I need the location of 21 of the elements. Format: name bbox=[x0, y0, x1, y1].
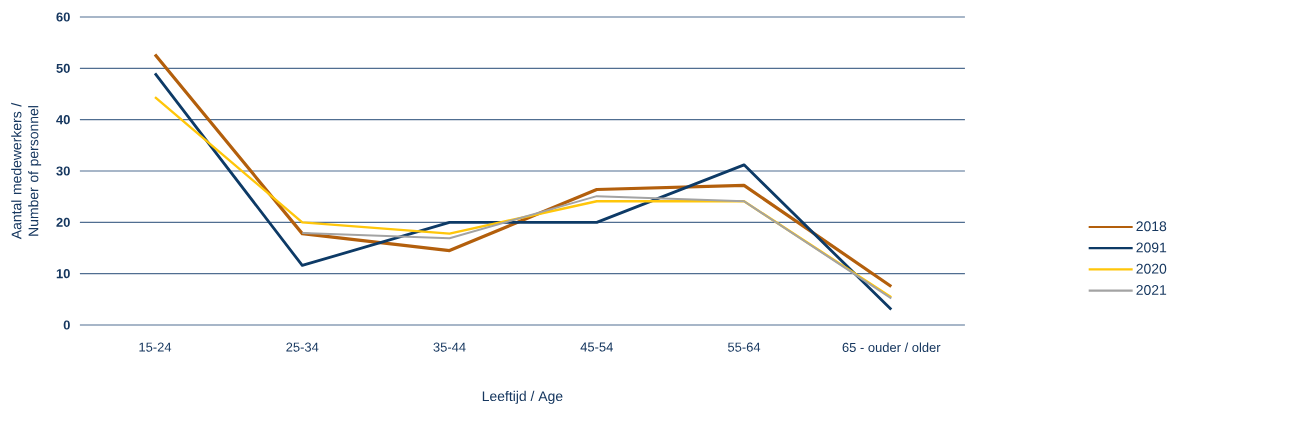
y-tick-label: 0 bbox=[63, 320, 70, 330]
x-tick-label: 25-34 bbox=[286, 342, 319, 352]
x-tick-label: 15-24 bbox=[139, 342, 172, 352]
y-tick-label: 10 bbox=[56, 269, 70, 279]
line-series bbox=[153, 52, 893, 289]
x-tick-label: 65 - ouder / older bbox=[842, 342, 941, 353]
legend-label: 2091 bbox=[1136, 242, 1167, 253]
y-tick-label: 30 bbox=[56, 166, 70, 176]
x-tick-label: 35-44 bbox=[433, 342, 466, 352]
y-tick-label: 20 bbox=[56, 217, 70, 227]
y-tick-label: 40 bbox=[56, 115, 70, 125]
y-tick-label: 60 bbox=[56, 12, 70, 22]
legend-label: 2021 bbox=[1136, 285, 1167, 295]
x-tick-label: 55-64 bbox=[727, 342, 761, 352]
line-series bbox=[301, 195, 893, 300]
y-axis-title: Aantal medewerkers / Number of personnel bbox=[11, 102, 42, 240]
x-tick-label: 45-54 bbox=[580, 342, 613, 352]
y-tick-label: 50 bbox=[56, 63, 70, 73]
x-axis-title: Leeftijd / Age bbox=[482, 390, 563, 404]
legend-label: 2018 bbox=[1136, 221, 1167, 232]
legend-label: 2020 bbox=[1136, 263, 1167, 274]
